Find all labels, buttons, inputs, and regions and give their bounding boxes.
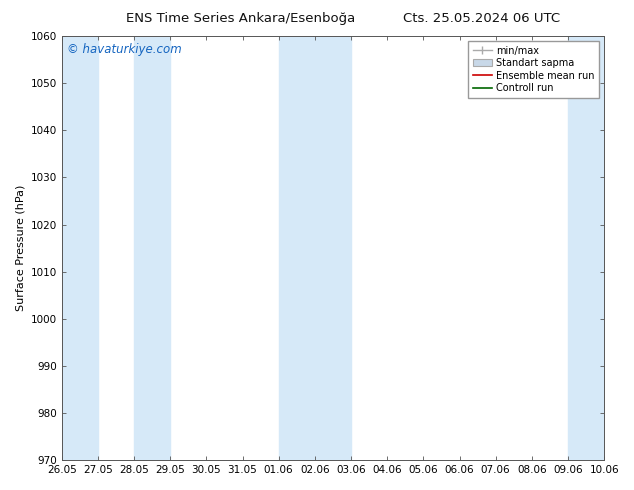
Text: © havaturkiye.com: © havaturkiye.com — [67, 43, 182, 55]
Y-axis label: Surface Pressure (hPa): Surface Pressure (hPa) — [15, 185, 25, 311]
Legend: min/max, Standart sapma, Ensemble mean run, Controll run: min/max, Standart sapma, Ensemble mean r… — [468, 41, 599, 98]
Bar — [279, 36, 351, 460]
Text: Cts. 25.05.2024 06 UTC: Cts. 25.05.2024 06 UTC — [403, 12, 560, 25]
Bar — [568, 36, 604, 460]
Bar — [61, 36, 98, 460]
Text: ENS Time Series Ankara/Esenboğa: ENS Time Series Ankara/Esenboğa — [126, 12, 356, 25]
Bar — [134, 36, 170, 460]
